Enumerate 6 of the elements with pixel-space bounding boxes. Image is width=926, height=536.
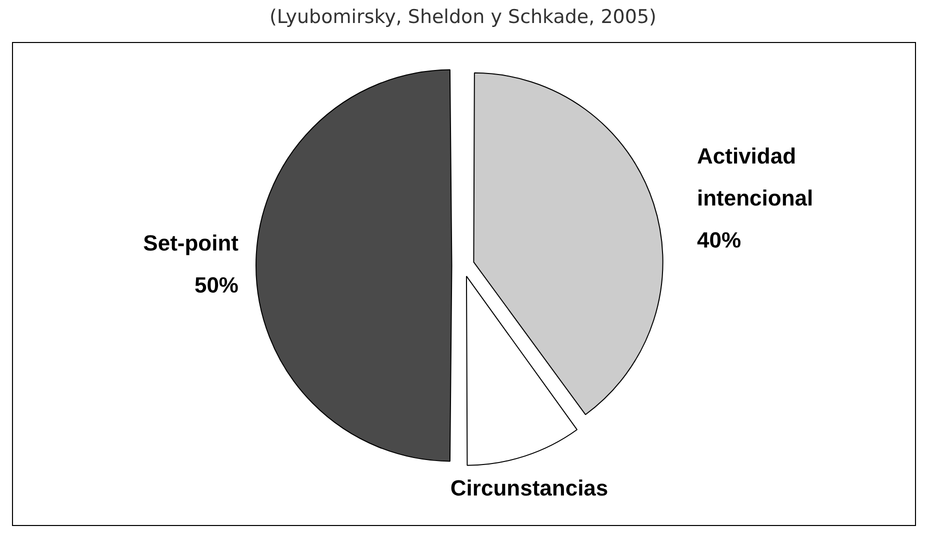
data-label: 50% (194, 272, 238, 298)
data-label: 40% (697, 227, 742, 252)
slice-label: Actividad intencional (697, 143, 814, 210)
slice-label: Circunstancias (450, 476, 608, 501)
chart-title: (Lyubomirsky, Sheldon y Schkade, 2005) (268, 6, 658, 28)
slice-label: Set-point (143, 230, 240, 256)
